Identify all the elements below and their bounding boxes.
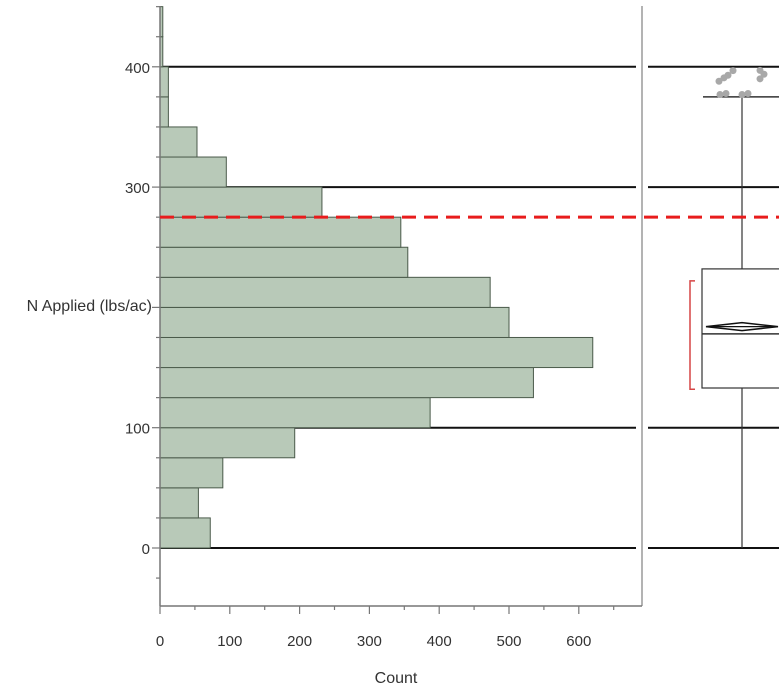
- histogram-bar: [159, 367, 534, 399]
- y-tick-label: 0: [142, 541, 150, 558]
- outlier-point: [716, 90, 724, 98]
- outlier-point: [724, 71, 732, 79]
- histogram-bar: [159, 246, 409, 278]
- y-axis-title: N Applied (lbs/ac): [27, 298, 152, 315]
- histogram-bar: [159, 427, 296, 459]
- shortest-half-bracket: [689, 280, 695, 390]
- histogram-bar: [159, 126, 198, 158]
- outlier-point: [738, 90, 746, 98]
- outlier-point: [722, 89, 730, 97]
- histogram-bar: [159, 276, 491, 308]
- histogram-bar: [159, 66, 169, 98]
- y-tick-label: 100: [125, 421, 150, 438]
- histogram-bar: [159, 517, 211, 549]
- histogram-bar: [159, 96, 169, 128]
- histogram-bars: [159, 6, 594, 549]
- histogram-bar: [159, 457, 224, 489]
- histogram-bar: [159, 186, 323, 218]
- x-tick-label: 100: [217, 633, 242, 650]
- x-tick-label: 500: [496, 633, 521, 650]
- histogram-bar: [159, 306, 510, 338]
- outlier-point: [744, 89, 752, 97]
- outlier-point: [756, 75, 764, 83]
- x-tick-label: 300: [357, 633, 382, 650]
- histogram-bar: [159, 336, 594, 369]
- outlier-point: [756, 66, 764, 74]
- y-tick-label: 400: [125, 60, 150, 77]
- histogram-bar: [159, 216, 402, 248]
- histogram-bar: [159, 487, 199, 519]
- outlier-point: [729, 67, 737, 75]
- x-tick-label: 600: [566, 633, 591, 650]
- histogram-bar: [159, 397, 431, 429]
- x-tick-label: 0: [156, 633, 164, 650]
- x-tick-label: 200: [287, 633, 312, 650]
- histogram-bar: [159, 156, 227, 188]
- y-tick-label: 300: [125, 180, 150, 197]
- x-axis-title: Count: [375, 670, 418, 687]
- box-plot: [689, 66, 779, 548]
- x-tick-label: 400: [427, 633, 452, 650]
- outlier-point: [715, 77, 723, 85]
- axes: 0 100 300 400 0 100 200 300 400 500 600: [125, 6, 643, 650]
